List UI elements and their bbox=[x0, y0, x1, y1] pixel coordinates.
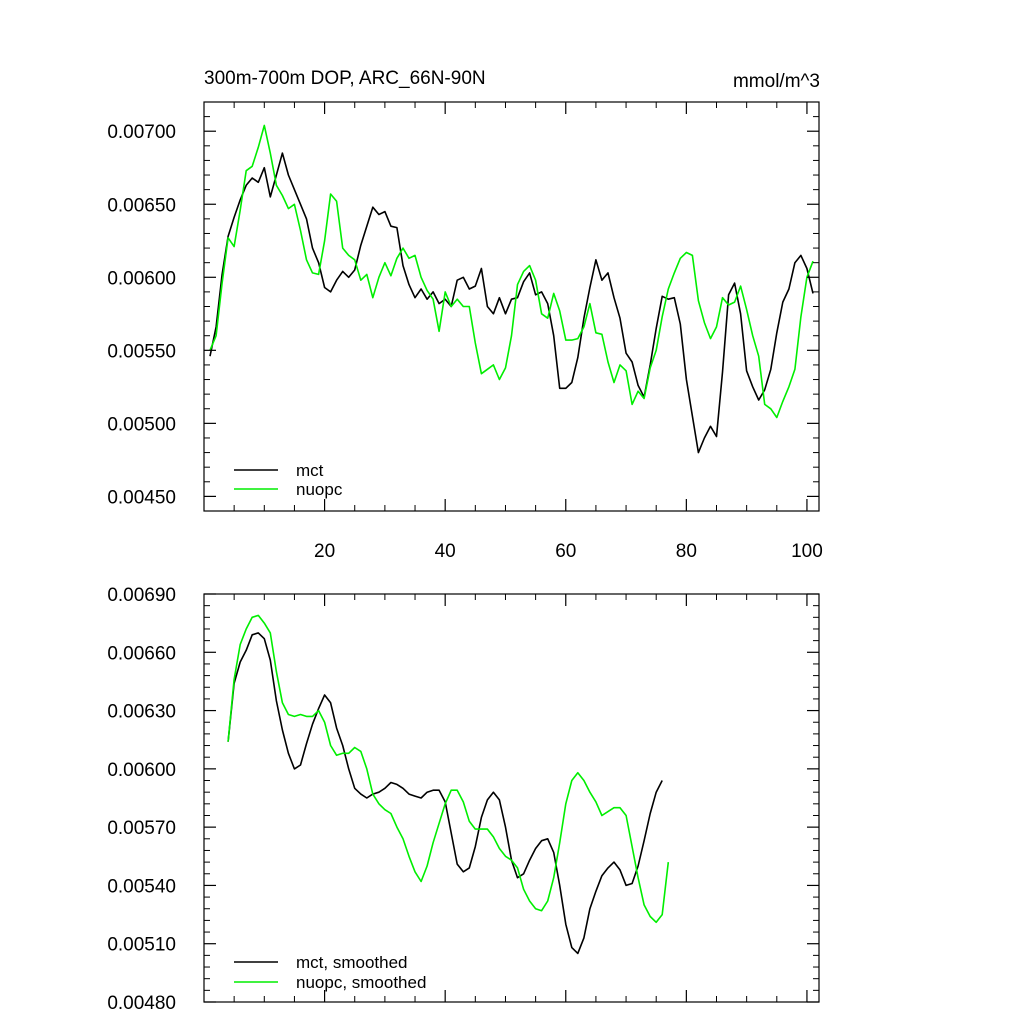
y-tick-label: 0.00650 bbox=[107, 195, 176, 216]
y-tick-label: 0.00660 bbox=[107, 643, 176, 664]
y-tick-label: 0.00600 bbox=[107, 268, 176, 289]
series-line-nuopc bbox=[209, 124, 814, 419]
y-tick-label: 0.00450 bbox=[107, 487, 176, 508]
y-tick-label: 0.00510 bbox=[107, 935, 176, 956]
series-line-nuopc-smoothed bbox=[227, 614, 670, 924]
legend-label-mct: mct bbox=[296, 461, 324, 480]
legend-label-mct-smoothed: mct, smoothed bbox=[296, 953, 408, 972]
y-tick-label: 0.00480 bbox=[107, 993, 176, 1014]
y-tick-label: 0.00540 bbox=[107, 876, 176, 897]
series-group bbox=[227, 614, 670, 955]
series-group bbox=[209, 124, 814, 454]
axis-ticks: 0.00450 0.00500 0.00550 0.00600 0.00650 0.007… bbox=[107, 102, 823, 562]
top-chart-panel: 300m-700m DOP, ARC_66N-90N mmol/m^3 0.00… bbox=[107, 68, 822, 562]
chart-title: 300m-700m DOP, ARC_66N-90N bbox=[204, 68, 486, 89]
bottom-chart-panel: 0.00480 0.00510 0.00540 0.00570 0.00600 0.006… bbox=[107, 585, 820, 1014]
y-tick-label: 0.00500 bbox=[107, 414, 176, 435]
x-tick-label: 20 bbox=[314, 541, 335, 562]
x-tick-label: 80 bbox=[676, 541, 697, 562]
y-tick-label: 0.00570 bbox=[107, 818, 176, 839]
y-tick-label: 0.00700 bbox=[107, 122, 176, 143]
y-tick-label: 0.00550 bbox=[107, 341, 176, 362]
x-tick-label: 100 bbox=[791, 541, 823, 562]
x-tick-label: 40 bbox=[435, 541, 456, 562]
legend-label-nuopc: nuopc bbox=[296, 480, 343, 499]
legend: mct, smoothed nuopc, smoothed bbox=[234, 953, 426, 992]
series-line-mct bbox=[209, 152, 814, 454]
axis-ticks: 0.00480 0.00510 0.00540 0.00570 0.00600 0.006… bbox=[107, 585, 819, 1014]
y-tick-label: 0.00690 bbox=[107, 585, 176, 606]
y-tick-label: 0.00630 bbox=[107, 702, 176, 723]
plot-frame bbox=[203, 593, 820, 1003]
x-tick-label: 60 bbox=[555, 541, 576, 562]
legend: mct nuopc bbox=[234, 461, 343, 499]
units-label: mmol/m^3 bbox=[733, 71, 820, 92]
y-tick-label: 0.00600 bbox=[107, 760, 176, 781]
legend-label-nuopc-smoothed: nuopc, smoothed bbox=[296, 973, 426, 992]
